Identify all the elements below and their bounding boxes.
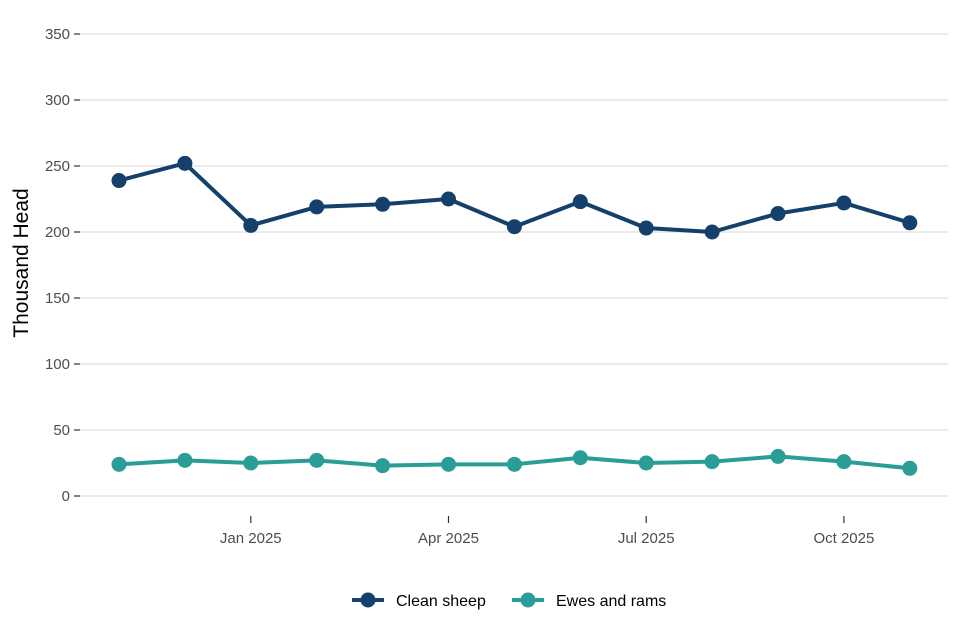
gridlines	[80, 33, 948, 497]
data-point-ewes-and-rams	[836, 454, 852, 470]
data-point-ewes-and-rams	[441, 456, 456, 472]
legend-label: Clean sheep	[396, 593, 486, 610]
series-group	[111, 155, 918, 476]
data-point-clean-sheep	[770, 206, 786, 222]
y-tick-label: 150	[45, 290, 70, 307]
series-ewes-and-rams	[111, 448, 918, 476]
y-tick-label: 100	[45, 356, 70, 373]
data-point-clean-sheep	[243, 217, 259, 233]
legend-item-clean-sheep: Clean sheep	[352, 592, 486, 610]
data-point-clean-sheep	[506, 219, 522, 235]
legend-item-ewes-and-rams: Ewes and rams	[512, 592, 666, 610]
data-point-ewes-and-rams	[309, 452, 325, 468]
data-point-clean-sheep	[441, 191, 456, 207]
data-point-clean-sheep	[572, 194, 588, 210]
y-axis-title: Thousand Head	[10, 188, 33, 337]
data-point-clean-sheep	[638, 220, 654, 236]
legend-swatch-dot	[520, 592, 536, 608]
legend-swatch-dot	[360, 592, 376, 608]
data-point-ewes-and-rams	[111, 456, 127, 472]
data-point-clean-sheep	[902, 215, 918, 231]
data-point-clean-sheep	[836, 195, 852, 211]
data-point-ewes-and-rams	[902, 460, 918, 476]
data-point-ewes-and-rams	[375, 458, 391, 474]
data-point-ewes-and-rams	[572, 450, 588, 466]
data-point-clean-sheep	[309, 199, 325, 215]
data-point-ewes-and-rams	[506, 456, 522, 472]
data-point-ewes-and-rams	[243, 455, 259, 471]
data-point-clean-sheep	[375, 196, 391, 212]
x-axis: Jan 2025 Apr 2025 Jul 2025 Oct 2025	[220, 516, 874, 547]
x-tick-label: Apr 2025	[418, 530, 479, 547]
x-tick-label: Jul 2025	[618, 530, 675, 547]
y-tick-label: 0	[62, 488, 70, 505]
y-tick-label: 200	[45, 224, 70, 241]
data-point-clean-sheep	[177, 155, 193, 171]
y-tick-label: 300	[45, 92, 70, 109]
legend-label: Ewes and rams	[556, 593, 666, 610]
legend: Clean sheep Ewes and rams	[352, 592, 666, 610]
data-point-clean-sheep	[111, 173, 127, 189]
data-point-clean-sheep	[704, 224, 720, 240]
data-point-ewes-and-rams	[638, 455, 654, 471]
data-point-ewes-and-rams	[704, 454, 720, 470]
y-tick-label: 250	[45, 158, 70, 175]
x-tick-label: Oct 2025	[813, 530, 874, 547]
data-point-ewes-and-rams	[177, 452, 193, 468]
y-tick-label: 350	[45, 26, 70, 43]
x-tick-label: Jan 2025	[220, 530, 282, 547]
series-clean-sheep	[111, 155, 918, 240]
y-tick-label: 50	[53, 422, 70, 439]
y-axis: 0 50 100 150 200 250 300 350	[45, 26, 80, 505]
data-point-ewes-and-rams	[770, 448, 786, 464]
